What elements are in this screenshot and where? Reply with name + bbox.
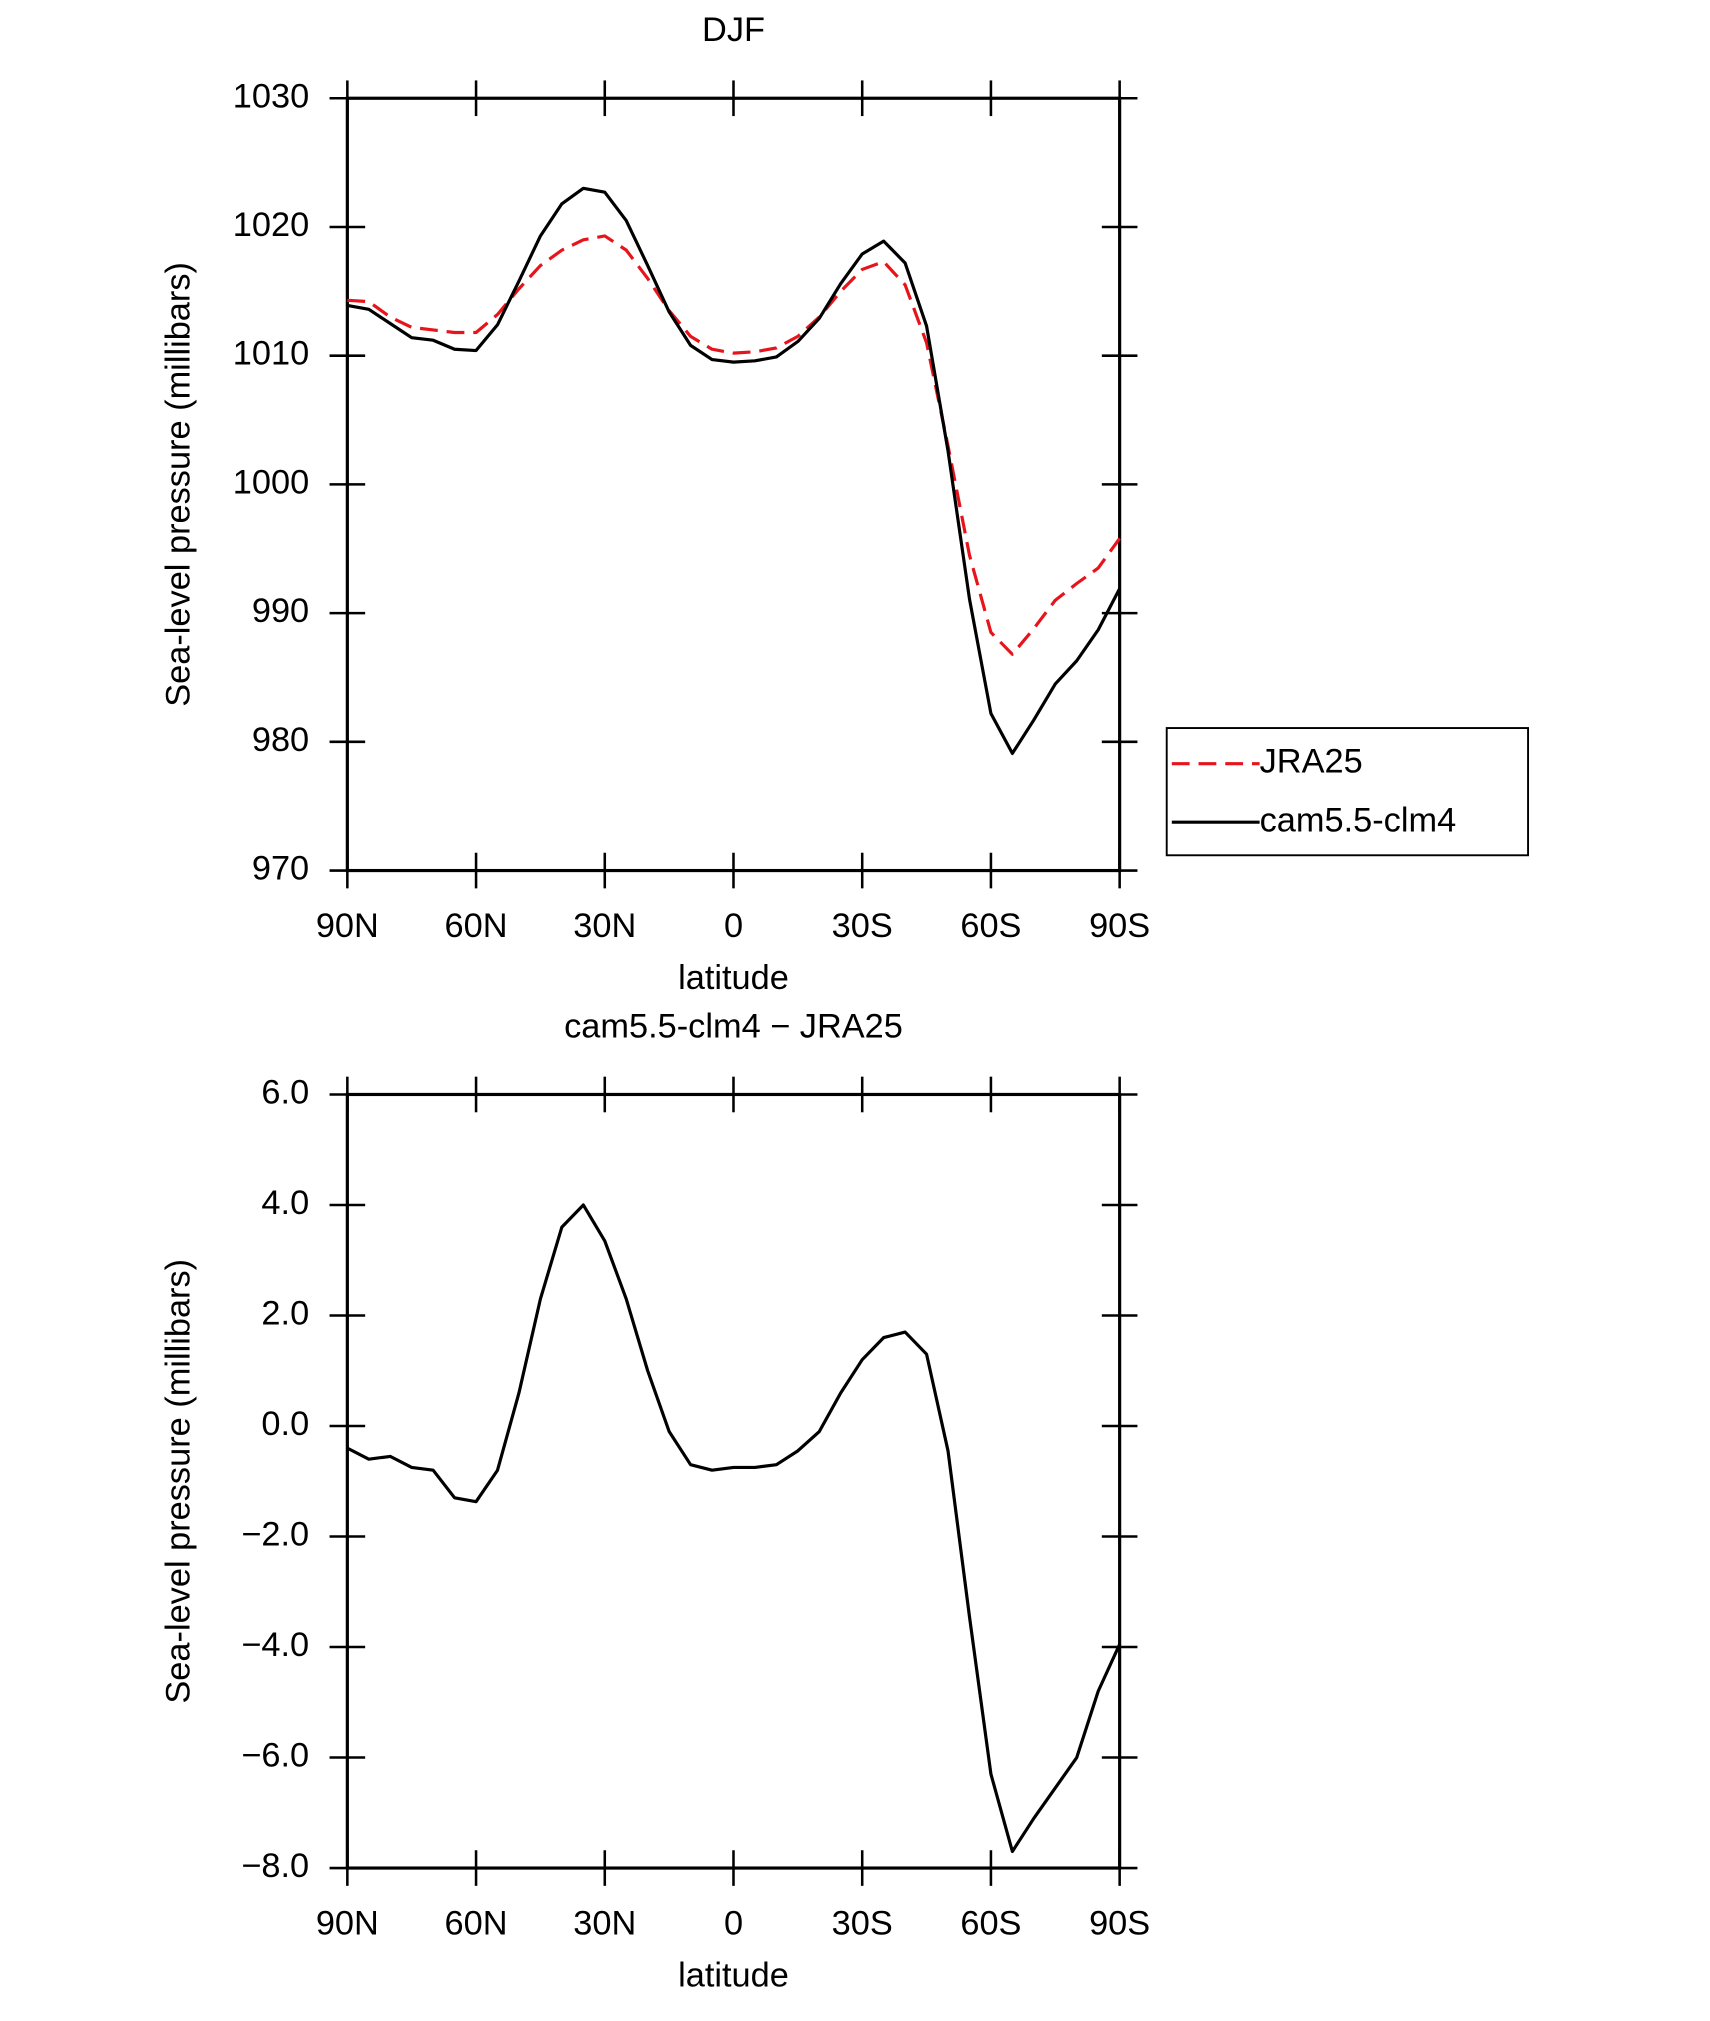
x-tick-label: 30N	[573, 1904, 636, 1942]
x-tick-label: 60N	[445, 1904, 508, 1942]
x-tick-label: 30N	[573, 907, 636, 945]
legend-label: cam5.5-clm4	[1260, 801, 1457, 839]
x-tick-label: 0	[724, 1904, 743, 1942]
x-tick-label: 30S	[832, 1904, 893, 1942]
y-tick-label: −6.0	[241, 1737, 309, 1775]
y-tick-label: 1030	[233, 77, 309, 115]
x-axis-label: latitude	[678, 959, 789, 997]
y-tick-label: 4.0	[261, 1184, 309, 1222]
y-tick-label: 970	[252, 850, 309, 888]
plot-frame	[345, 96, 1122, 873]
y-tick-label: 6.0	[261, 1074, 309, 1112]
x-tick-label: 90N	[316, 907, 379, 945]
y-tick-label: 1000	[233, 463, 309, 501]
x-tick-label: 90S	[1089, 907, 1150, 945]
x-tick-label: 60N	[445, 907, 508, 945]
y-axis-label: Sea-level pressure (millibars)	[160, 262, 198, 707]
x-axis-label: latitude	[678, 1957, 789, 1995]
y-tick-label: −2.0	[241, 1516, 309, 1554]
data-line	[347, 234, 1121, 656]
plot-frame	[345, 1092, 1122, 1870]
x-tick-label: 60S	[960, 1904, 1021, 1942]
x-tick-label: 90N	[316, 1904, 379, 1942]
x-tick-label: 30S	[832, 907, 893, 945]
chart-title: DJF	[702, 11, 765, 49]
y-tick-label: 0.0	[261, 1405, 309, 1443]
y-tick-label: −4.0	[241, 1626, 309, 1664]
x-tick-label: 60S	[960, 907, 1021, 945]
legend-label: JRA25	[1260, 743, 1363, 781]
legend-box	[1165, 727, 1530, 857]
data-line	[346, 1203, 1122, 1854]
data-line	[347, 186, 1122, 756]
y-tick-label: −8.0	[241, 1847, 309, 1885]
x-tick-label: 0	[724, 907, 743, 945]
y-tick-label: 1020	[233, 206, 309, 244]
x-tick-label: 90S	[1089, 1904, 1150, 1942]
y-tick-label: 980	[252, 721, 309, 759]
y-tick-label: 2.0	[261, 1295, 309, 1333]
y-tick-label: 1010	[233, 335, 309, 373]
chart-title: cam5.5-clm4 − JRA25	[564, 1007, 903, 1045]
y-axis-label: Sea-level pressure (millibars)	[160, 1259, 198, 1704]
y-tick-label: 990	[252, 592, 309, 630]
